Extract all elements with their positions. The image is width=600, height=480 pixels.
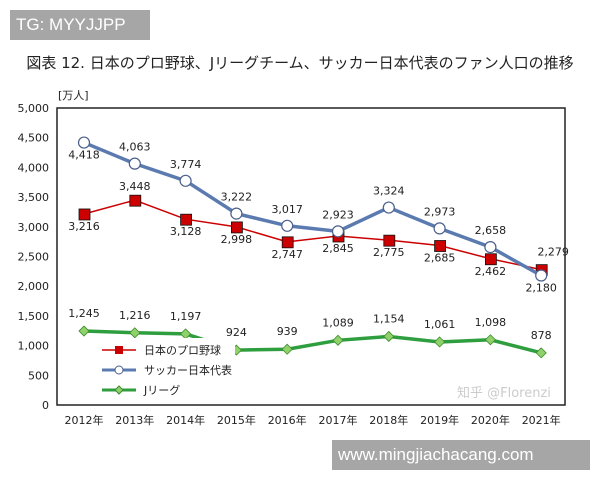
y-tick-label: 3,500: [18, 191, 50, 204]
legend-diamond-icon: [114, 385, 124, 395]
data-point-circle: [484, 241, 497, 254]
data-label: 1,089: [322, 316, 354, 329]
data-label: 1,197: [170, 310, 202, 323]
x-tick-label: 2013年: [115, 413, 154, 427]
y-axis-unit: [万人]: [58, 89, 89, 102]
x-tick-label: 2012年: [65, 413, 104, 427]
data-label: 3,128: [170, 225, 202, 238]
watermark: 知乎 @Florenzi: [457, 386, 551, 401]
data-label: 3,774: [170, 158, 202, 171]
y-tick-label: 2,000: [18, 280, 50, 293]
data-point-circle: [281, 219, 294, 232]
data-point-diamond: [535, 347, 547, 359]
legend-circle-icon: [114, 365, 124, 375]
data-label: 2,775: [373, 246, 405, 259]
series-line-0: [83, 199, 542, 271]
x-tick-label: 2016年: [268, 413, 307, 427]
website-overlay-label: www.mingjiachacang.com: [332, 440, 590, 470]
y-tick-label: 4,000: [18, 161, 50, 174]
y-tick-label: 1,500: [18, 310, 50, 323]
top-left-overlay-label: TG: MYYJJPP: [10, 10, 150, 40]
data-label: 4,418: [68, 149, 100, 162]
x-tick-label: 2020年: [471, 413, 510, 427]
x-tick-label: 2017年: [319, 413, 358, 427]
legend-label: サッカー日本代表: [144, 363, 232, 377]
data-label: 3,216: [68, 220, 100, 233]
data-label: 3,448: [119, 180, 151, 193]
data-label: 2,180: [525, 282, 557, 295]
data-point-diamond: [78, 325, 90, 337]
data-point-square: [180, 213, 193, 226]
data-label: 2,279: [537, 246, 569, 259]
data-point-diamond: [332, 334, 344, 346]
data-label: 2,462: [475, 265, 507, 278]
y-tick-label: 500: [28, 369, 49, 382]
data-point-diamond: [129, 327, 141, 339]
legend-label: 日本のプロ野球: [144, 343, 221, 357]
x-tick-label: 2014年: [166, 413, 205, 427]
data-label: 1,154: [373, 312, 405, 325]
data-label: 2,658: [475, 224, 507, 237]
data-point-circle: [382, 201, 395, 214]
chart-title: 図表 12. 日本のプロ野球、Jリーグチーム、サッカー日本代表のファン人口の推移: [26, 54, 573, 72]
x-tick-label: 2015年: [217, 413, 256, 427]
y-tick-label: 4,500: [18, 132, 50, 145]
y-tick-label: 5,000: [18, 102, 50, 115]
x-tick-label: 2018年: [369, 413, 408, 427]
data-point-square: [484, 253, 497, 266]
data-label: 924: [226, 326, 247, 339]
series-line-2: [83, 329, 542, 355]
y-tick-label: 2,500: [18, 251, 50, 264]
data-label: 2,998: [221, 233, 253, 246]
data-point-diamond: [281, 343, 293, 355]
plot-area-frame: [56, 107, 566, 406]
data-label: 939: [277, 325, 298, 338]
data-label: 3,017: [271, 203, 303, 216]
data-label: 2,747: [271, 248, 303, 261]
x-tick-label: 2019年: [420, 413, 459, 427]
data-point-square: [129, 194, 142, 207]
data-point-circle: [77, 136, 91, 149]
data-point-square: [281, 236, 294, 249]
data-point-diamond: [180, 328, 192, 340]
data-point-circle: [128, 157, 141, 170]
data-point-square: [434, 240, 447, 252]
legend-square-icon: [115, 346, 123, 354]
data-label: 4,063: [119, 141, 151, 154]
x-tick-label: 2021年: [522, 413, 561, 427]
y-tick-label: 0: [42, 399, 49, 412]
data-point-square: [78, 208, 91, 221]
data-point-diamond: [484, 334, 496, 346]
data-point-circle: [331, 225, 345, 238]
legend-label: Jリーグ: [143, 383, 180, 397]
data-label: 2,685: [424, 252, 456, 265]
data-label: 3,324: [373, 185, 405, 198]
data-label: 2,923: [322, 208, 354, 221]
data-point-circle: [535, 269, 548, 282]
data-label: 1,061: [424, 318, 456, 331]
data-label: 1,098: [475, 316, 507, 329]
y-tick-label: 3,000: [18, 221, 50, 234]
data-label: 3,222: [221, 191, 253, 204]
data-point-diamond: [434, 336, 446, 348]
series-line-1: [83, 140, 543, 278]
data-label: 1,245: [68, 307, 100, 320]
y-tick-label: 1,000: [18, 340, 50, 353]
data-point-square: [383, 234, 396, 247]
data-point-diamond: [383, 330, 395, 343]
data-point-circle: [433, 222, 446, 235]
data-label: 2,973: [424, 205, 456, 218]
data-label: 1,216: [119, 309, 151, 322]
data-point-square: [230, 221, 243, 234]
data-point-circle: [230, 207, 243, 220]
data-point-circle: [179, 174, 192, 187]
data-label: 878: [531, 329, 552, 342]
data-label: 2,845: [322, 242, 354, 255]
